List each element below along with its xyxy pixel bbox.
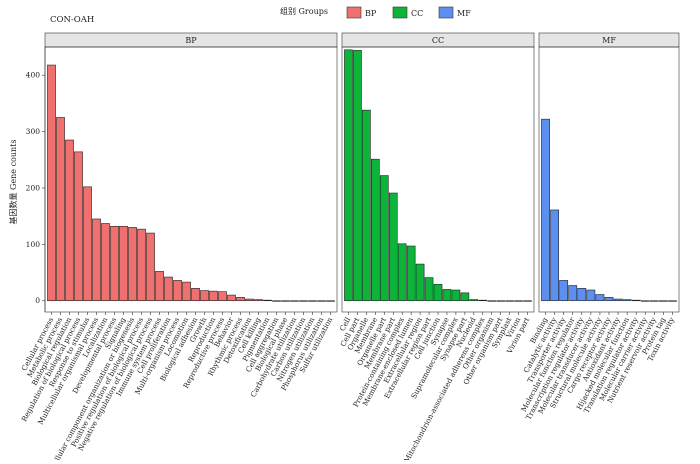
bar-mf	[640, 300, 650, 302]
bar-cc	[451, 289, 461, 302]
bar-bp	[317, 300, 326, 302]
strip-label-cc: CC	[432, 36, 444, 45]
bar-bp	[92, 218, 101, 302]
bar-mf	[604, 297, 614, 302]
bar-cc	[415, 263, 425, 302]
bar-mf	[595, 294, 605, 302]
bar-bp	[290, 300, 299, 302]
bar-bp	[263, 299, 272, 302]
bar-cc	[344, 49, 353, 302]
bar-mf	[613, 298, 623, 302]
bar-bp	[272, 300, 281, 302]
legend-swatch-mf	[438, 6, 454, 19]
bar-mf	[559, 280, 569, 302]
bar-bp	[299, 300, 308, 302]
bar-bp	[128, 227, 137, 302]
bar-mf	[631, 299, 641, 302]
y-axis: 0 100 200 300 400	[26, 47, 46, 312]
bar-bp	[101, 223, 110, 302]
y-tick-label: 400	[26, 71, 41, 80]
bar-cc	[353, 50, 362, 302]
legend-label-bp: BP	[365, 9, 377, 18]
y-tick-label: 200	[26, 183, 41, 192]
bar-cc	[442, 289, 452, 302]
bar-cc	[406, 245, 416, 302]
bar-cc	[397, 243, 407, 302]
bar-cc	[523, 300, 532, 302]
bar-bp	[191, 288, 200, 302]
legend-swatch-cc	[392, 6, 408, 19]
bar-cc	[460, 292, 470, 302]
y-tick-label: 0	[35, 296, 40, 305]
bar-mf	[649, 300, 659, 302]
strip-label-mf: MF	[602, 36, 616, 45]
bar-bp	[173, 280, 182, 302]
panel-border	[538, 46, 680, 313]
bar-bp	[119, 225, 128, 302]
chart-title: CON-OAH	[50, 15, 94, 25]
bar-bp	[146, 232, 155, 302]
bar-cc	[424, 277, 434, 302]
bar-bp	[308, 300, 317, 302]
bar-mf	[586, 289, 596, 302]
bar-cc	[362, 109, 371, 302]
bar-cc	[388, 192, 398, 302]
y-tick-label: 300	[26, 127, 41, 136]
bar-mf	[541, 118, 550, 302]
bar-bp	[47, 64, 56, 302]
legend: BP CC MF	[346, 6, 471, 19]
bar-cc	[505, 300, 514, 302]
bar-bp	[236, 297, 245, 302]
bar-bp	[209, 290, 218, 302]
bar-mf	[577, 288, 587, 302]
bar-bp	[65, 139, 74, 302]
bar-cc	[433, 284, 443, 302]
panel-border	[44, 46, 338, 313]
bar-bp	[110, 225, 119, 302]
bar-bp	[182, 281, 191, 302]
bar-mf	[550, 209, 559, 302]
bar-bp	[164, 276, 173, 302]
bar-cc	[487, 300, 497, 302]
panel-border	[341, 46, 535, 313]
legend-swatch-bp	[346, 6, 362, 19]
bar-mf	[568, 285, 578, 302]
bar-cc	[496, 300, 505, 302]
bar-bp	[218, 291, 227, 302]
bar-bp	[326, 300, 335, 302]
bar-bp	[137, 228, 146, 302]
strip-label-bp: BP	[185, 36, 197, 45]
bar-bp	[200, 290, 209, 302]
bar-bp	[83, 186, 92, 302]
legend-label-cc: CC	[411, 9, 423, 18]
bar-cc	[478, 299, 488, 302]
bar-mf	[622, 299, 632, 302]
bar-mf	[659, 300, 668, 302]
bar-bp	[56, 117, 65, 302]
bar-bp	[155, 271, 164, 302]
y-axis-label: 基因数量 Gene counts	[8, 139, 18, 224]
bar-bp	[227, 294, 236, 302]
bar-bp	[254, 299, 263, 302]
legend-label-mf: MF	[457, 9, 471, 18]
bar-cc	[371, 158, 380, 302]
bar-cc	[379, 175, 389, 302]
bar-bp	[281, 300, 290, 302]
bar-bp	[245, 298, 254, 302]
bar-bp	[74, 151, 83, 302]
bar-cc	[514, 300, 523, 302]
legend-title: 组别 Groups	[280, 6, 328, 16]
bar-mf	[668, 300, 677, 302]
y-tick-label: 100	[26, 240, 41, 249]
bar-cc	[469, 299, 479, 302]
